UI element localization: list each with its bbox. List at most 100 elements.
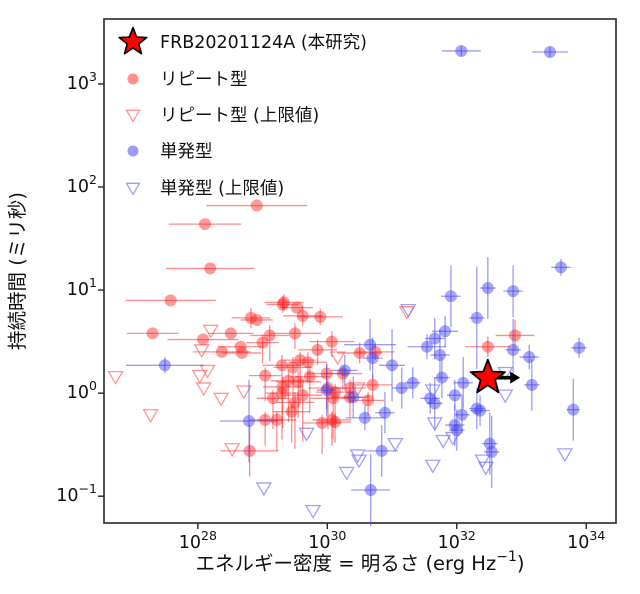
upper-limit-repeater_limit: [142, 409, 159, 424]
data-point-repeater: [259, 369, 272, 382]
data-point-oneoff: [428, 397, 441, 410]
data-point-repeater: [282, 374, 295, 387]
x-tick-label: 1028: [179, 528, 217, 553]
x-axis-label: エネルギー密度 = 明るさ (erg Hz−1): [196, 549, 525, 575]
y-tick-label: 102: [67, 172, 97, 197]
data-point-oneoff: [543, 45, 556, 58]
legend-blue-triangle-icon: [125, 182, 141, 196]
data-point-repeater: [197, 333, 210, 346]
x-axis-label-text: エネルギー密度 = 明るさ (erg Hz−1): [196, 549, 525, 575]
upper-limit-repeater_limit: [195, 382, 212, 397]
legend-label: リピート型 (上限値): [160, 106, 319, 126]
data-point-oneoff: [444, 290, 457, 303]
y-tick-label: 100: [67, 378, 97, 403]
data-point-oneoff: [507, 285, 520, 298]
upper-limit-oneoff_limit: [349, 449, 366, 464]
data-point-repeater: [329, 386, 342, 399]
upper-limit-oneoff_limit: [304, 504, 322, 519]
upper-limit-repeater_limit: [224, 443, 241, 458]
data-point-repeater: [277, 296, 290, 309]
data-point-repeater: [198, 218, 211, 231]
data-point-repeater: [362, 394, 375, 407]
legend-item: 単発型 (上限値): [125, 179, 284, 199]
data-point-oneoff: [386, 359, 399, 372]
data-point-repeater: [481, 340, 494, 353]
data-point-oneoff: [525, 378, 538, 391]
data-point-repeater: [250, 313, 263, 326]
legend-item: リピート型 (上限値): [125, 106, 319, 126]
data-point-oneoff: [338, 364, 351, 377]
data-point-oneoff: [439, 325, 452, 338]
data-point-repeater: [235, 346, 248, 359]
data-point-oneoff: [450, 424, 463, 437]
upper-limit-repeater_limit: [398, 306, 416, 321]
legend-label: 単発型: [160, 142, 213, 162]
y-tick-label: 103: [67, 69, 97, 94]
upper-limit-oneoff_limit: [338, 466, 355, 481]
axis-ticks: 1028 1030 1032 1034 10−1 100 101 102 103: [56, 69, 605, 553]
upper-limit-repeater_limit: [191, 369, 208, 384]
data-point-repeater: [353, 346, 366, 359]
data-point-repeater: [276, 387, 289, 400]
upper-limit-oneoff_limit: [400, 303, 417, 318]
upper-limit-oneoff_limit: [424, 459, 441, 474]
data-point-oneoff: [470, 311, 483, 324]
legend-label: FRB20201124A (本研究): [160, 33, 367, 53]
data-point-repeater: [366, 378, 379, 391]
data-point-oneoff: [474, 404, 487, 417]
data-point-oneoff: [364, 484, 377, 497]
upper-limit-oneoff_limit: [298, 427, 315, 442]
plot-frame: [103, 18, 617, 524]
data-point-oneoff: [435, 371, 448, 384]
x-tick-label: 1034: [567, 528, 605, 553]
data-point-repeater: [321, 381, 334, 394]
data-point-repeater: [325, 335, 338, 348]
y-tick-label: 101: [67, 275, 97, 300]
data-point-repeater: [263, 329, 276, 342]
data-point-oneoff: [364, 338, 377, 351]
data-point-repeater: [164, 294, 177, 307]
data-point-repeater: [287, 361, 300, 374]
data-point-oneoff: [448, 389, 461, 402]
upper-limit-oneoff_limit: [444, 431, 462, 446]
data-point-repeater: [276, 298, 289, 311]
upper-limit-oneoff_limit: [350, 454, 368, 469]
data-point-repeater: [266, 392, 279, 405]
arrow-head-icon: [510, 371, 521, 384]
upper-limit-oneoff_limit: [426, 417, 443, 432]
upper-limit-oneoff_limit: [435, 434, 452, 449]
data-point-oneoff: [448, 419, 461, 432]
upper-limit-repeater_limit: [107, 370, 124, 385]
data-point-repeater: [294, 354, 307, 367]
data-point-repeater: [250, 199, 263, 212]
data-point-repeater: [316, 417, 329, 430]
upper-limit-oneoff_limit: [255, 482, 273, 497]
data-point-repeater: [234, 340, 247, 353]
legend-item: リピート型: [127, 70, 248, 90]
data-point-oneoff: [567, 403, 580, 416]
upper-limit-oneoff_limit: [477, 461, 495, 476]
upper-limit-oneoff_limit: [497, 389, 514, 404]
data-point-repeater: [296, 309, 309, 322]
upper-limit-repeater_limit: [193, 344, 210, 359]
data-point-oneoff: [406, 376, 419, 389]
legend-label: 単発型 (上限値): [160, 179, 284, 199]
y-axis-label: 持続時間 (ミリ秒): [6, 192, 29, 350]
data-point-repeater: [292, 375, 305, 388]
data-point-oneoff: [573, 341, 586, 354]
data-point-oneoff: [433, 349, 446, 361]
data-point-repeater: [301, 356, 314, 369]
data-point-oneoff: [320, 384, 333, 397]
data-point-oneoff: [455, 44, 468, 57]
upper-limit-oneoff_limit: [387, 437, 404, 452]
upper-limit-oneoff_limit: [474, 454, 491, 469]
data-point-oneoff: [483, 437, 496, 450]
data-point-repeater: [288, 327, 301, 340]
data-point-repeater: [296, 389, 309, 402]
data-point-oneoff: [455, 408, 468, 421]
data-point-repeater: [311, 343, 324, 356]
data-point-repeater: [285, 405, 298, 418]
upper-limit-oneoff_limit: [556, 448, 573, 463]
